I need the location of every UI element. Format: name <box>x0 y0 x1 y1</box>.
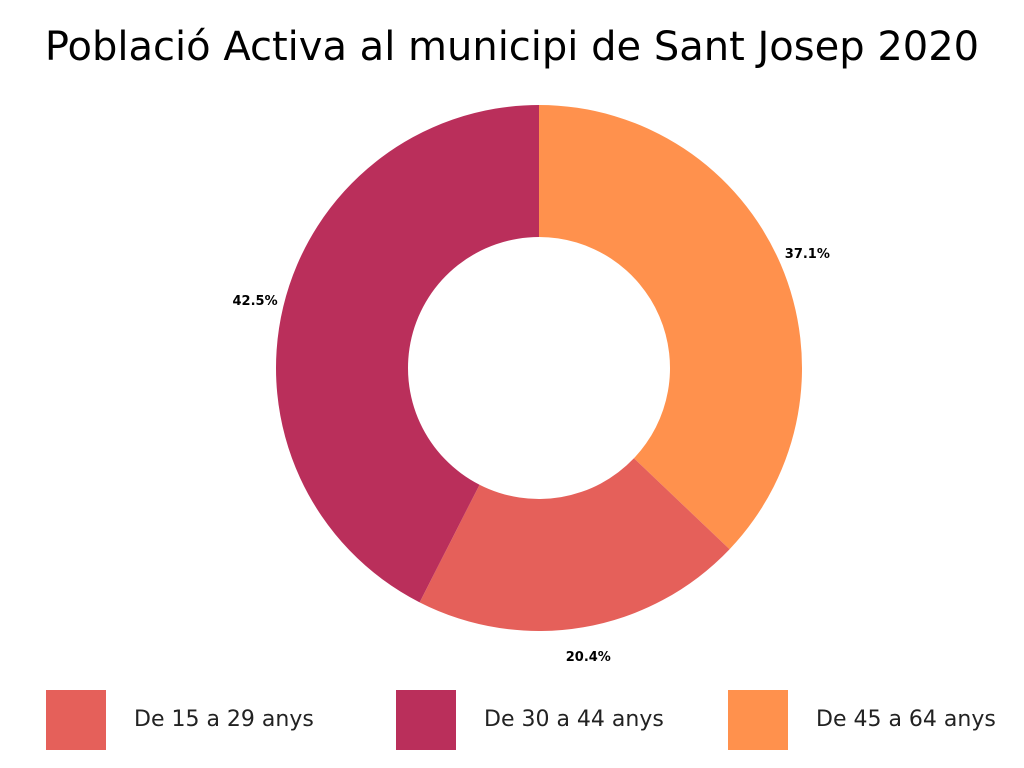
donut-slice-1 <box>419 458 730 632</box>
legend-swatch-45-64 <box>728 690 788 750</box>
chart-title: Població Activa al municipi de Sant Jose… <box>44 24 980 70</box>
legend-label-30-44: De 30 a 44 anys <box>484 707 664 732</box>
donut-slice-0 <box>539 105 802 550</box>
legend-swatch-15-29 <box>46 690 106 750</box>
donut-labels: 37.1% 20.4% 42.5% <box>233 247 830 665</box>
legend-swatch-30-44 <box>396 690 456 750</box>
donut-slice-2 <box>276 105 539 603</box>
slice-label-1: 20.4% <box>566 650 611 665</box>
slice-label-0: 37.1% <box>785 247 830 262</box>
donut-slices <box>276 105 802 632</box>
slice-label-2: 42.5% <box>233 294 278 309</box>
legend: De 15 a 29 anys De 30 a 44 anys De 45 a … <box>0 690 1024 750</box>
legend-label-45-64: De 45 a 64 anys <box>816 707 996 732</box>
legend-label-15-29: De 15 a 29 anys <box>134 707 314 732</box>
